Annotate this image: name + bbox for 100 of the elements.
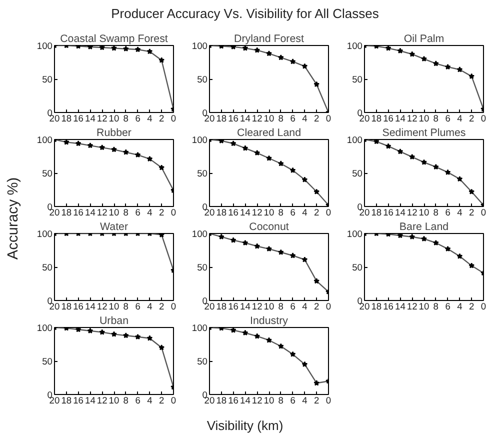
x-tick-label: 16 [73,302,84,312]
x-tick-label: 8 [123,302,129,312]
y-tick-label: 50 [197,74,208,84]
x-tick-label: 14 [240,208,250,218]
x-tick-label: 16 [383,302,394,312]
x-tick-label: 10 [108,302,120,312]
y-tick-label: 50 [352,74,363,84]
chart-title: Water [100,221,128,233]
y-tick-label: 50 [42,168,53,178]
x-tick-label: 10 [264,396,274,406]
x-tick-label: 18 [61,302,72,312]
x-tick-label: 6 [290,114,296,124]
x-tick-label: 20 [49,208,60,218]
x-tick-label: 18 [371,208,382,218]
x-tick-label: 10 [264,114,274,124]
x-tick-label: 2 [159,208,164,218]
x-tick-label: 10 [108,114,120,124]
x-tick-label: 6 [135,302,140,312]
chart-title: Oil Palm [404,33,444,45]
x-tick-label: 20 [49,396,60,406]
x-tick-label: 12 [252,114,262,124]
x-tick-label: 16 [228,302,239,312]
x-tick-label: 12 [96,396,108,406]
x-tick-label: 4 [147,302,152,312]
x-tick-label: 16 [228,208,239,218]
x-tick-label: 0 [170,396,176,406]
x-tick-label: 2 [159,302,164,312]
y-tick-label: 100 [36,229,53,239]
x-tick-label: 8 [123,208,129,218]
x-tick-label: 18 [61,208,72,218]
x-tick-label: 10 [108,396,120,406]
x-tick-label: 6 [290,208,296,218]
x-tick-label: 14 [395,302,406,312]
x-tick-label: 14 [85,302,96,312]
x-tick-label: 0 [326,208,332,218]
x-tick-label: 20 [204,396,215,406]
x-tick-label: 0 [480,114,486,124]
x-tick-label: 0 [170,114,176,124]
x-tick-label: 4 [457,208,462,218]
x-tick-label: 2 [314,396,320,406]
x-tick-label: 0 [480,208,486,218]
x-tick-label: 20 [49,114,60,124]
x-tick-label: 14 [395,208,406,218]
chart-title: Dryland Forest [234,33,304,45]
x-tick-label: 2 [469,114,474,124]
x-tick-label: 12 [252,208,262,218]
x-tick-label: 16 [73,396,84,406]
y-tick-label: 100 [36,135,53,145]
x-tick-label: 6 [135,208,140,218]
x-tick-label: 16 [73,114,84,124]
y-tick-label: 100 [192,229,208,239]
x-tick-label: 8 [123,396,129,406]
x-tick-label: 20 [49,302,60,312]
x-tick-label: 2 [469,208,474,218]
x-tick-label: 18 [216,208,227,218]
x-tick-label: 6 [290,396,296,406]
x-tick-label: 2 [159,396,164,406]
y-tick-label: 50 [197,262,208,272]
y-tick-label: 50 [42,262,53,272]
x-tick-label: 2 [469,302,474,312]
chart-title: Coastal Swamp Forest [60,33,168,45]
text: Accuracy %) [6,177,22,260]
x-tick-label: 20 [204,114,215,124]
y-tick-label: 100 [346,41,363,51]
y-tick-label: 50 [352,168,363,178]
x-tick-label: 8 [433,302,439,312]
x-tick-label: 2 [159,114,164,124]
x-tick-label: 18 [61,114,72,124]
x-tick-label: 6 [445,208,450,218]
x-tick-label: 16 [73,208,84,218]
x-tick-label: 16 [383,208,394,218]
x-tick-label: 4 [147,114,152,124]
x-tick-label: 10 [418,114,430,124]
x-tick-label: 10 [264,302,274,312]
x-tick-label: 2 [314,302,320,312]
x-tick-label: 8 [278,114,284,124]
x-tick-label: 0 [326,396,332,406]
x-tick-label: 6 [135,114,140,124]
text: Visibility (km) [206,417,284,435]
x-tick-label: 6 [445,302,450,312]
chart-title: Cleared Land [237,127,302,139]
x-tick-label: 4 [302,302,308,312]
chart-title: Sediment Plumes [382,127,466,139]
x-tick-label: 14 [240,114,250,124]
y-tick-label: 100 [346,229,363,239]
x-tick-label: 12 [96,114,108,124]
y-tick-label: 100 [192,323,208,333]
x-tick-label: 2 [314,114,320,124]
x-tick-label: 14 [240,302,250,312]
y-tick-label: 100 [192,41,208,51]
y-tick-label: 100 [36,41,53,51]
x-tick-label: 18 [216,114,227,124]
x-tick-label: 4 [147,396,152,406]
x-tick-label: 20 [359,114,370,124]
y-tick-label: 50 [42,74,53,84]
y-tick-label: 50 [197,356,208,366]
x-tick-label: 20 [204,208,215,218]
chart-title: Urban [99,315,129,327]
x-tick-label: 16 [383,114,394,124]
x-tick-label: 12 [96,302,108,312]
